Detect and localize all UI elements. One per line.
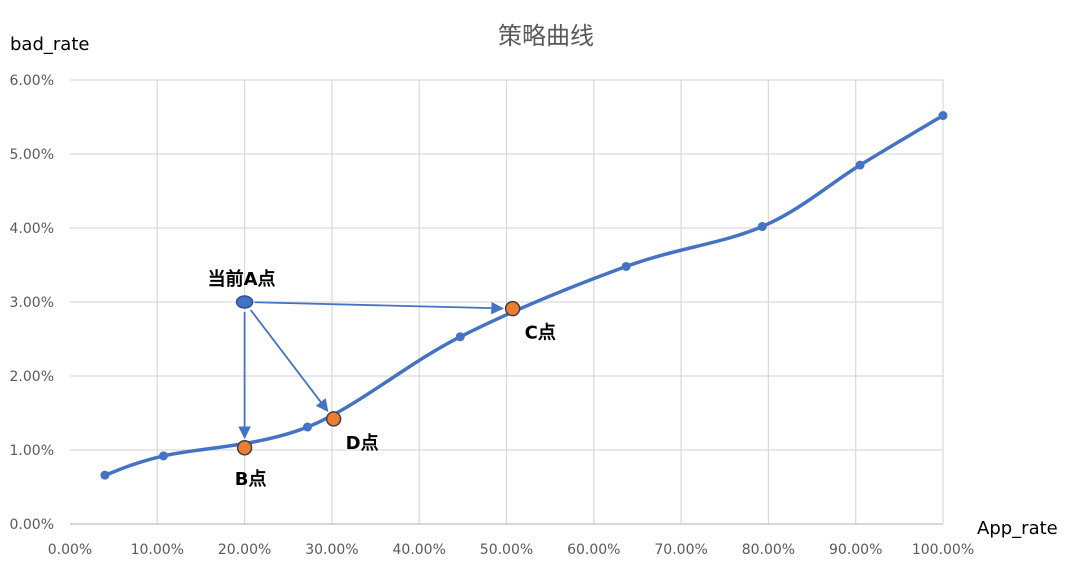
y-tick-label: 6.00% <box>10 73 54 89</box>
x-tick-label: 30.00% <box>305 542 358 558</box>
annotation-label: 当前A点 <box>208 268 276 290</box>
annotation-arrow <box>249 309 329 412</box>
data-point <box>757 222 767 232</box>
chart-title: 策略曲线 <box>498 22 594 50</box>
x-tick-label: 60.00% <box>567 542 620 558</box>
y-tick-label: 3.00% <box>10 295 54 311</box>
y-tick-label: 0.00% <box>10 517 54 533</box>
y-tick-label: 4.00% <box>10 221 54 237</box>
data-point <box>302 422 312 432</box>
annotation-label: B点 <box>235 468 267 490</box>
x-tick-label: 10.00% <box>131 542 184 558</box>
data-point <box>938 111 948 121</box>
x-tick-label: 20.00% <box>218 542 271 558</box>
y-tick-label: 2.00% <box>10 369 54 385</box>
annotation-arrow <box>254 301 504 315</box>
annotation-arrows <box>238 301 504 440</box>
annotation-marker <box>235 295 254 309</box>
y-axis-title: bad_rate <box>10 34 89 55</box>
annotation-marker <box>504 300 521 317</box>
series-line <box>103 113 945 477</box>
data-point <box>100 470 110 480</box>
annotation-marker <box>325 411 342 427</box>
annotation-label: C点 <box>525 322 556 344</box>
tick-labels: 0.00% 10.00% 20.00% 30.00% 40.00% 50.00% 60.00… <box>10 73 975 558</box>
data-point <box>621 261 631 271</box>
data-point <box>855 160 865 170</box>
x-tick-label: 80.00% <box>742 542 795 558</box>
x-tick-label: 50.00% <box>480 542 533 558</box>
y-tick-label: 1.00% <box>10 443 54 459</box>
data-point <box>455 332 465 342</box>
x-tick-label: 0.00% <box>48 542 92 558</box>
annotation-points: 当前A点 B点 C点 D点 <box>208 268 556 490</box>
y-tick-label: 5.00% <box>10 147 54 163</box>
gridlines <box>70 79 944 525</box>
x-tick-label: 90.00% <box>829 542 882 558</box>
annotation-marker <box>236 440 253 456</box>
series-layer <box>100 111 948 480</box>
x-tick-label: 70.00% <box>654 542 707 558</box>
x-tick-label: 40.00% <box>393 542 446 558</box>
data-point <box>158 451 168 461</box>
annotation-label: D点 <box>346 432 379 454</box>
x-axis-title: App_rate <box>977 518 1058 539</box>
x-tick-label: 100.00% <box>912 542 974 558</box>
